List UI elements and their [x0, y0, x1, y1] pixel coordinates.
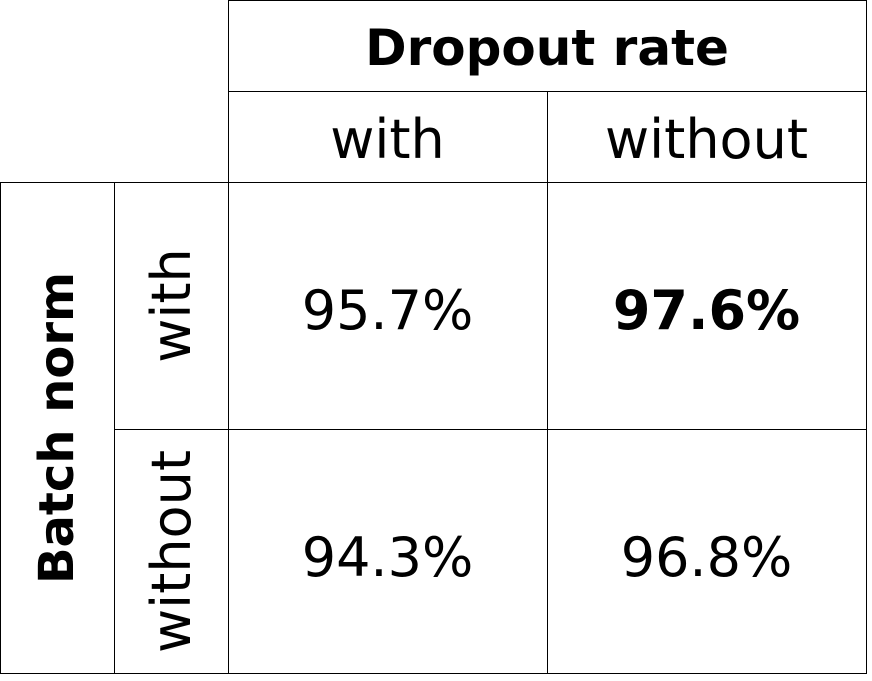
- column-header-without: without: [604, 107, 808, 171]
- grid-line-right: [866, 0, 867, 674]
- value-bn-with-dropout-without: 97.6%: [612, 278, 801, 342]
- grid-line-under-headers: [0, 182, 866, 183]
- row-header-with-cell: with: [114, 182, 228, 429]
- grid-line-between-rows: [114, 429, 866, 430]
- grid-line-data-left: [228, 0, 229, 674]
- grid-line-left: [0, 182, 1, 674]
- row-header-with: with: [139, 248, 203, 363]
- value-bn-with-dropout-with: 95.7%: [301, 278, 474, 342]
- grid-line-row-heads: [114, 182, 115, 674]
- grid-line-top: [228, 0, 866, 1]
- value-bn-without-dropout-without: 96.8%: [620, 525, 793, 589]
- row-header-without-cell: without: [114, 429, 228, 674]
- row-title-cell: Batch norm: [0, 182, 114, 674]
- column-title: Dropout rate: [365, 19, 729, 77]
- column-header-with: with: [330, 107, 445, 171]
- value-bn-without-dropout-with: 94.3%: [301, 525, 474, 589]
- row-header-without: without: [139, 449, 203, 654]
- row-title: Batch norm: [29, 271, 85, 585]
- grid-line-bottom: [0, 673, 866, 674]
- grid-line-between-cols: [547, 91, 548, 674]
